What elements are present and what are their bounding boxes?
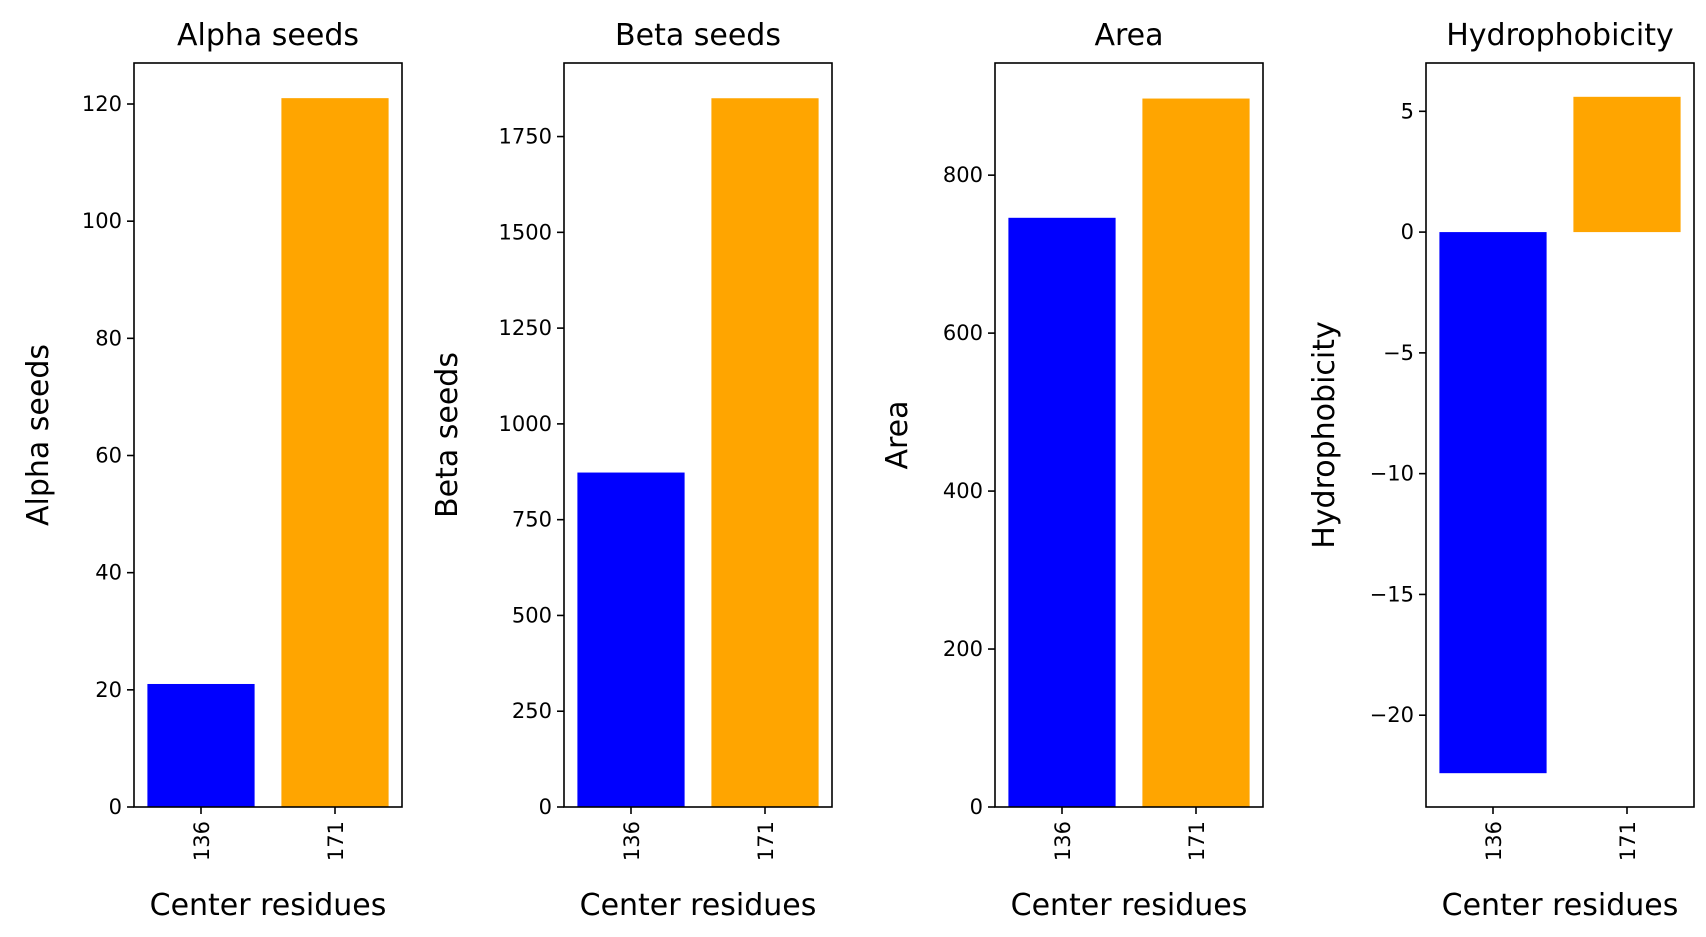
axes-frame (994, 62, 1264, 808)
x-tick-label: 136 (620, 821, 644, 861)
bar-136 (577, 472, 685, 807)
y-tick-label: 120 (82, 92, 122, 116)
axes-frame (1425, 62, 1695, 808)
x-tick-label: 171 (324, 821, 348, 861)
x-tick-label: 171 (1185, 821, 1209, 861)
y-tick-label: 400 (943, 479, 983, 503)
x-axis-label: Center residues (1011, 888, 1248, 923)
y-tick-label: 0 (1401, 220, 1414, 244)
y-axis-label: Hydrophobicity (1307, 321, 1342, 549)
y-tick-label: 100 (82, 209, 122, 233)
y-tick-label: 0 (539, 795, 552, 819)
bar-171 (1573, 96, 1681, 233)
y-tick-label: −20 (1370, 703, 1414, 727)
bar-136 (147, 683, 255, 807)
chart-title: Hydrophobicity (1446, 18, 1674, 53)
x-tick-label: 136 (1051, 821, 1075, 861)
y-tick-label: 1250 (499, 316, 552, 340)
y-tick-label: −10 (1370, 462, 1414, 486)
bar-136 (1008, 217, 1116, 807)
y-tick-label: 1500 (499, 220, 552, 244)
y-tick-label: −15 (1370, 582, 1414, 606)
bar-171 (711, 98, 819, 807)
x-axis-label: Center residues (580, 888, 817, 923)
y-tick-label: 0 (970, 795, 983, 819)
y-tick-label: 750 (512, 508, 552, 532)
y-axis-label: Area (880, 400, 915, 469)
chart-panel-4: −20 −15 −10 −5 0 5 136 171 Hydrophobicity Center … (1307, 18, 1695, 923)
y-tick-label: 250 (512, 699, 552, 723)
chart-panel-1: 0 20 40 60 80 100 120 136 171 Alpha seeds Center r… (21, 18, 403, 923)
chart-title: Alpha seeds (177, 18, 359, 53)
x-tick-label: 171 (754, 821, 778, 861)
bar-171 (281, 98, 389, 808)
y-axis-label: Beta seeds (430, 352, 465, 518)
chart-title: Area (1094, 18, 1163, 53)
y-tick-label: 200 (943, 637, 983, 661)
bar-171 (1142, 98, 1250, 808)
bar-136 (1439, 232, 1547, 774)
chart-panel-2: 0 250 500 750 1000 1250 1500 1750 136 171 Beta see… (430, 18, 833, 923)
y-tick-label: 60 (95, 444, 122, 468)
y-tick-label: −5 (1383, 341, 1414, 365)
y-axis-label: Alpha seeds (21, 344, 56, 526)
y-tick-label: 80 (95, 326, 122, 350)
y-tick-label: 500 (512, 603, 552, 627)
chart-title: Beta seeds (615, 18, 781, 53)
y-tick-label: 1000 (499, 412, 552, 436)
x-tick-label: 136 (190, 821, 214, 861)
y-tick-label: 1750 (499, 125, 552, 149)
x-axis-label: Center residues (1442, 888, 1679, 923)
chart-panel-3: 0 200 400 600 800 136 171 Area Center residues Ar… (880, 18, 1264, 923)
y-tick-label: 40 (95, 561, 122, 585)
x-tick-label: 171 (1616, 821, 1640, 861)
x-axis-label: Center residues (150, 888, 387, 923)
y-tick-label: 800 (943, 163, 983, 187)
y-tick-label: 5 (1401, 99, 1414, 123)
axes-frame (563, 62, 833, 808)
axes-frame (133, 62, 403, 808)
x-tick-label: 136 (1482, 821, 1506, 861)
y-tick-label: 20 (95, 678, 122, 702)
y-tick-label: 600 (943, 321, 983, 345)
y-tick-label: 0 (109, 795, 122, 819)
